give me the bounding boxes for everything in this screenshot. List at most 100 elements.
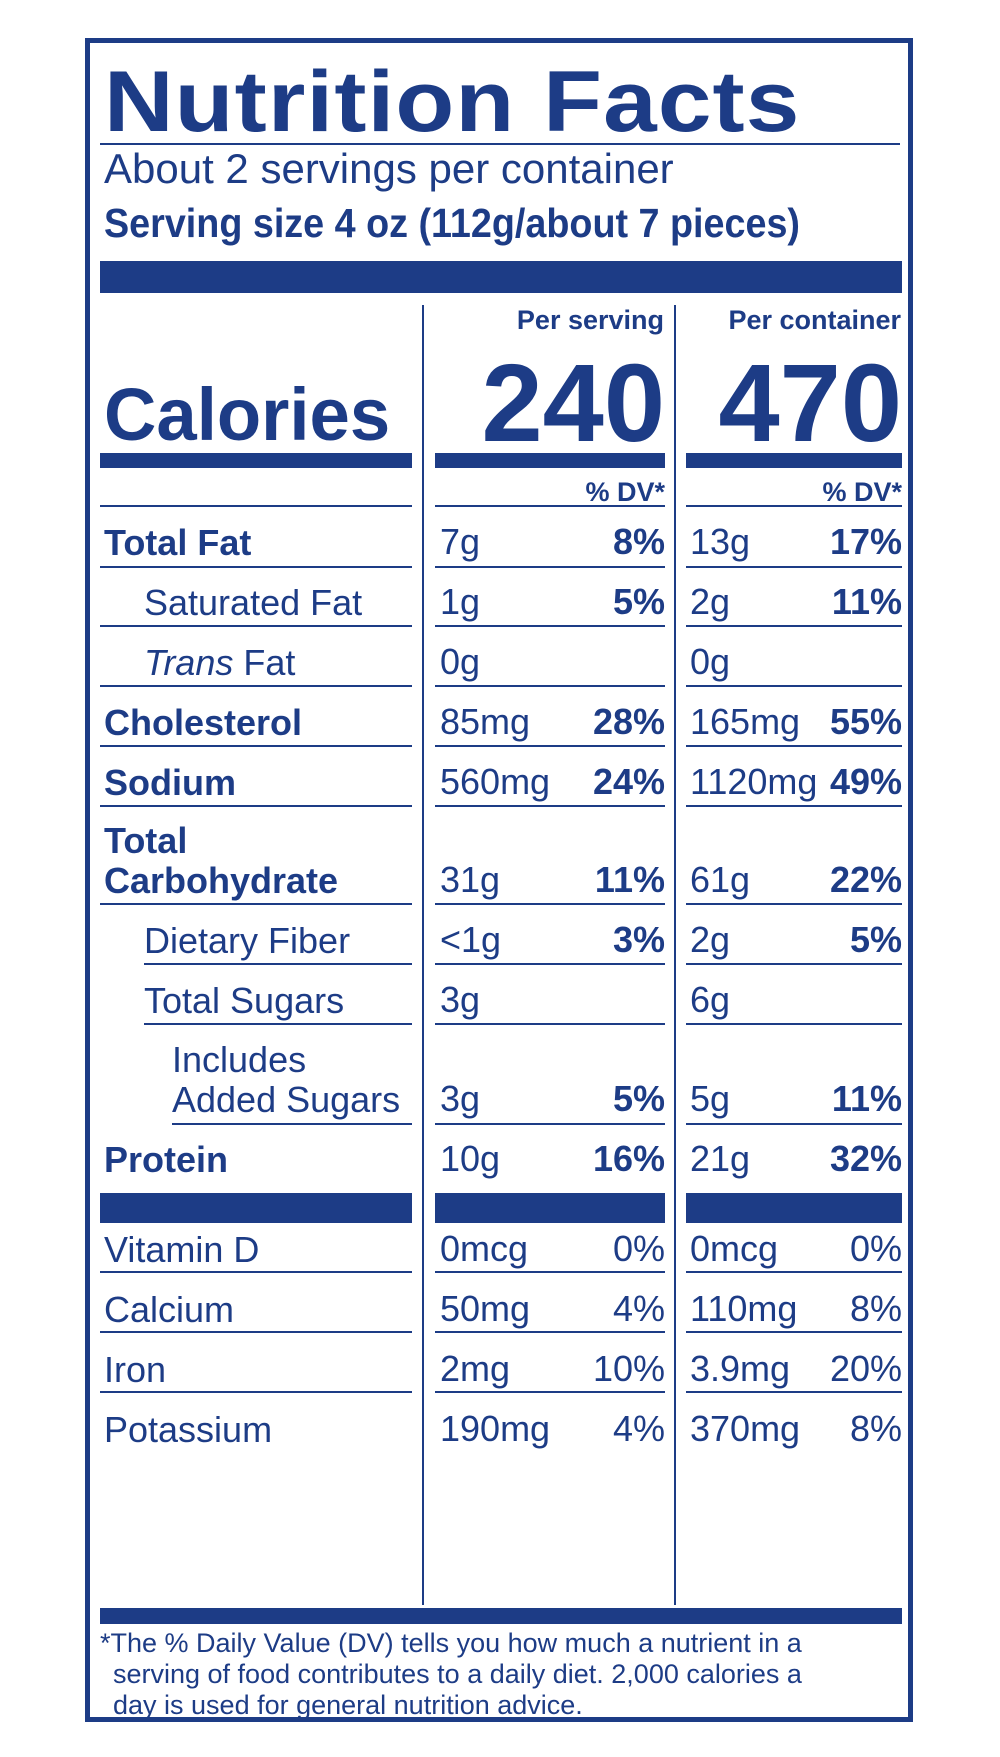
row-rule [686, 805, 902, 807]
serving-dv: 0% [612, 1228, 665, 1269]
nutrient-name: Total Fat [104, 522, 252, 563]
row-rule [435, 1391, 665, 1393]
container-amount: 2g [690, 919, 731, 960]
serving-size: Serving size 4 oz (112g/about 7 pieces) [104, 200, 800, 246]
container-dv: 49% [829, 761, 902, 802]
row-rule [100, 505, 412, 507]
row-rule [435, 805, 665, 807]
daily-value-footnote: *The % Daily Value (DV) tells you how mu… [100, 1628, 900, 1721]
footnote-line-3: day is used for general nutrition advice… [113, 1690, 583, 1721]
row-rule [172, 1123, 412, 1125]
nutrition-facts-label: Nutrition Facts About 2 servings per con… [85, 38, 913, 1722]
row-rule [435, 685, 665, 687]
row-rule [686, 566, 902, 568]
container-dv: 32% [829, 1138, 902, 1179]
row-rule [686, 505, 902, 507]
row-rule [144, 1023, 412, 1025]
container-amount: 3.9mg [690, 1348, 791, 1389]
container-amount: 2g [690, 581, 731, 622]
container-amount: 13g [690, 521, 751, 562]
calories-bar-serving [435, 453, 665, 468]
container-dv: 0% [849, 1228, 902, 1269]
nutrient-name-line2: Added Sugars [172, 1079, 401, 1120]
footnote-bar [100, 1608, 902, 1624]
serving-dv: 3% [612, 919, 665, 960]
row-rule [435, 1123, 665, 1125]
row-rule [435, 1331, 665, 1333]
nutrient-name-line2: Carbohydrate [104, 860, 339, 901]
container-dv: 5% [849, 919, 902, 960]
row-rule [100, 805, 412, 807]
row-rule [100, 1271, 412, 1273]
serving-amount: 1g [440, 581, 481, 622]
nutrient-name-rest: Fat [233, 642, 296, 683]
row-rule [100, 1331, 412, 1333]
row-rule [686, 903, 902, 905]
nutrient-name-line1: Total [104, 820, 188, 861]
nutrient-name-line1: Includes [172, 1039, 307, 1080]
serving-amount: 560mg [440, 761, 551, 802]
row-rule [435, 1271, 665, 1273]
serving-amount: 50mg [440, 1288, 531, 1329]
servings-per-container: About 2 servings per container [104, 145, 674, 192]
serving-amount: 10g [440, 1138, 501, 1179]
serving-dv: 24% [592, 761, 665, 802]
serving-amount: 3g [440, 1078, 481, 1119]
serving-amount: 190mg [440, 1408, 551, 1449]
container-dv: 22% [829, 859, 902, 900]
serving-amount: 31g [440, 859, 501, 900]
row-rule [435, 745, 665, 747]
row-rule [686, 1123, 902, 1125]
row-rule [686, 1023, 902, 1025]
container-dv: 20% [829, 1348, 902, 1389]
nutrient-name: Vitamin D [104, 1229, 260, 1270]
serving-amount: 3g [440, 979, 481, 1020]
column-divider-left [422, 305, 424, 1605]
column-header-per-serving: Per serving [516, 305, 664, 335]
nutrient-name: Trans Fat [144, 642, 444, 683]
container-dv: 55% [829, 701, 902, 742]
title-rule [100, 143, 900, 145]
vitamin-separator-bar-serving [435, 1193, 665, 1223]
calories-label: Calories [104, 373, 391, 456]
row-rule [686, 1331, 902, 1333]
serving-amount: <1g [440, 919, 502, 960]
row-rule [100, 1391, 412, 1393]
row-rule [435, 963, 665, 965]
calories-bar-container [686, 453, 902, 468]
calories-per-serving: 240 [481, 342, 665, 465]
row-rule [435, 625, 665, 627]
serving-amount: 7g [440, 521, 481, 562]
calories-bar-label [100, 453, 412, 468]
nutrient-name: Dietary Fiber [144, 920, 351, 961]
container-dv: 8% [849, 1288, 902, 1329]
row-rule [435, 505, 665, 507]
row-rule [686, 963, 902, 965]
container-dv: 11% [831, 581, 902, 622]
container-amount: 370mg [690, 1408, 801, 1449]
nutrient-name: Potassium [104, 1409, 273, 1450]
nutrient-name: Total Sugars [144, 980, 345, 1021]
nutrient-name: Saturated Fat [144, 582, 363, 623]
nutrient-name: Cholesterol [104, 702, 303, 743]
footnote-line-1: *The % Daily Value (DV) tells you how mu… [100, 1628, 802, 1658]
row-rule [100, 625, 412, 627]
container-amount: 0g [690, 641, 731, 682]
label-title: Nutrition Facts [104, 54, 801, 150]
serving-dv: 4% [612, 1288, 665, 1329]
row-rule [100, 903, 412, 905]
container-amount: 165mg [690, 701, 801, 742]
container-amount: 0mcg [690, 1228, 779, 1269]
container-amount: 61g [690, 859, 751, 900]
calories-per-container: 470 [718, 342, 902, 465]
vitamin-separator-bar-container [686, 1193, 902, 1223]
container-dv: 17% [829, 521, 902, 562]
serving-dv: 16% [592, 1138, 665, 1179]
nutrient-name: Iron [104, 1349, 167, 1390]
row-rule [435, 1023, 665, 1025]
row-rule [100, 685, 412, 687]
container-dv: 8% [849, 1408, 902, 1449]
serving-dv: 5% [612, 581, 665, 622]
serving-amount: 0mcg [440, 1228, 529, 1269]
row-rule [100, 745, 412, 747]
